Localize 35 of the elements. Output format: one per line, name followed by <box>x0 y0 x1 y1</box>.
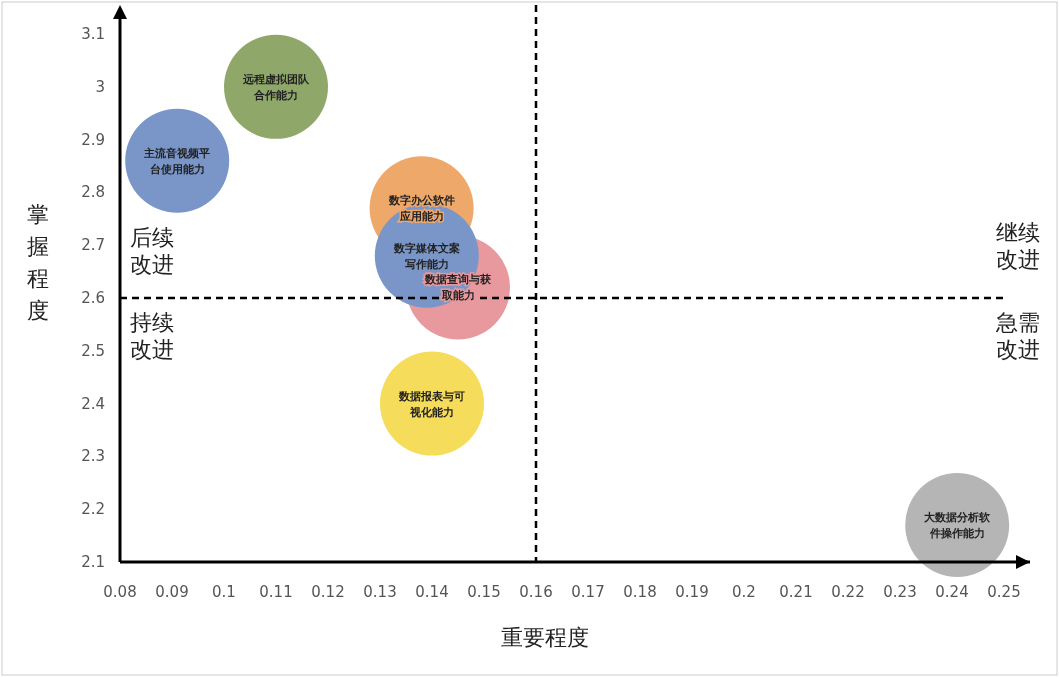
y-tick-label: 2.7 <box>81 236 105 255</box>
x-tick-label: 0.09 <box>155 583 189 601</box>
x-tick-label: 0.2 <box>732 583 756 601</box>
y-tick-label: 2.8 <box>81 183 105 202</box>
x-tick-label: 0.11 <box>259 583 293 601</box>
y-tick-label: 2.4 <box>81 394 105 413</box>
x-tick-label: 0.24 <box>935 583 969 601</box>
x-tick-label: 0.13 <box>363 583 397 601</box>
y-tick-label: 2.6 <box>81 289 105 308</box>
y-tick-label: 2.3 <box>81 447 105 466</box>
x-tick-label: 0.14 <box>415 583 449 601</box>
y-tick-label: 3 <box>95 77 105 96</box>
x-tick-label: 0.15 <box>467 583 501 601</box>
y-tick-label: 2.9 <box>81 130 105 149</box>
y-tick-label: 3.1 <box>81 25 105 44</box>
x-tick-label: 0.12 <box>311 583 345 601</box>
annotation: 后续改进 <box>130 225 174 277</box>
annotation: 持续改进 <box>130 310 174 362</box>
y-tick-label: 2.2 <box>81 500 105 519</box>
x-tick-label: 0.23 <box>883 583 917 601</box>
y-tick-label: 2.5 <box>81 341 105 360</box>
x-tick-label: 0.21 <box>779 583 813 601</box>
y-axis-title: 掌握程度 <box>27 202 49 323</box>
x-tick-label: 0.17 <box>571 583 605 601</box>
x-tick-label: 0.1 <box>212 583 236 601</box>
x-axis-title: 重要程度 <box>501 625 589 650</box>
x-tick-label: 0.25 <box>987 583 1021 601</box>
x-tick-label: 0.18 <box>623 583 657 601</box>
annotation: 急需改进 <box>995 310 1040 362</box>
x-tick-label: 0.19 <box>675 583 709 601</box>
x-tick-label: 0.16 <box>519 583 553 601</box>
x-tick-label: 0.08 <box>103 583 137 601</box>
x-tick-label: 0.22 <box>831 583 865 601</box>
annotation: 继续改进 <box>996 220 1040 272</box>
y-tick-label: 2.1 <box>81 553 105 571</box>
